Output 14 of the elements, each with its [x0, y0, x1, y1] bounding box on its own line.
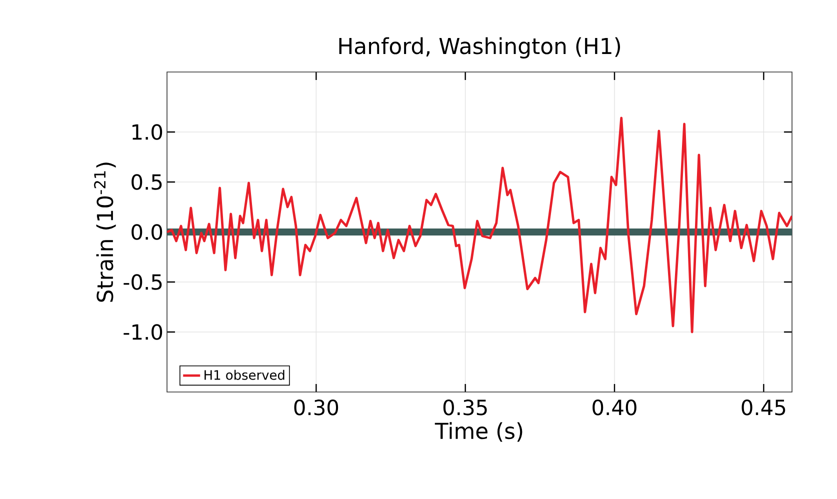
legend-label: H1 observed [204, 370, 284, 380]
y-tick-label: -1.0 [124, 324, 162, 340]
x-tick-label: 0.40 [592, 400, 636, 416]
y-tick-label: 0.5 [132, 174, 162, 190]
y-tick-label: 1.0 [132, 124, 162, 140]
line-series [167, 116, 792, 334]
y-tick-label: 0.0 [132, 224, 162, 240]
chart-title: Hanford, Washington (H1) [339, 37, 620, 59]
x-tick-label: 0.35 [443, 400, 487, 416]
x-tick-label: 0.30 [294, 400, 338, 416]
y-tick-label: -0.5 [124, 274, 162, 290]
x-tick-label: 0.45 [742, 400, 786, 416]
y-axis-title: Strain (10$^{-21}$) [94, 162, 116, 302]
x-axis-title: Time (s) [434, 422, 522, 442]
